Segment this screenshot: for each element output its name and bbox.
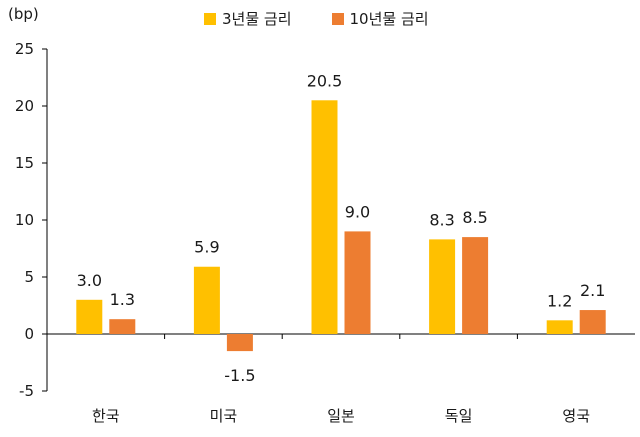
legend-item-10y: 10년물 금리 <box>331 8 429 29</box>
bar-10y <box>226 334 253 352</box>
data-label: -1.5 <box>224 366 255 385</box>
data-label: 9.0 <box>345 202 370 221</box>
data-label: 20.5 <box>307 71 343 90</box>
bar-3y <box>546 320 573 334</box>
data-label: 8.3 <box>429 210 454 229</box>
x-category-label: 한국 <box>92 407 120 425</box>
bar-3y <box>193 266 220 334</box>
bar-3y <box>429 239 456 334</box>
y-tick-label: -5 <box>19 382 34 400</box>
data-label: 3.0 <box>77 271 102 290</box>
y-tick-label: 5 <box>24 268 34 286</box>
y-tick-label: 0 <box>24 325 34 343</box>
bar-10y <box>344 231 371 334</box>
bar-3y <box>76 299 103 334</box>
data-label: 1.3 <box>110 290 135 309</box>
y-axis-unit-label: (bp) <box>8 5 39 23</box>
y-tick-label: 10 <box>15 211 34 229</box>
legend-swatch-10y <box>331 12 344 25</box>
legend-item-3y: 3년물 금리 <box>204 8 292 29</box>
legend-swatch-3y <box>204 12 216 25</box>
x-category-label: 일본 <box>327 407 355 425</box>
x-category-label: 독일 <box>445 407 473 425</box>
bar-10y <box>462 237 489 334</box>
x-category-label: 영국 <box>562 407 590 425</box>
y-tick-label: 20 <box>15 97 34 115</box>
data-label: 5.9 <box>194 238 219 257</box>
y-tick-label: 15 <box>15 154 34 172</box>
data-label: 2.1 <box>580 281 605 300</box>
legend-label-3y: 3년물 금리 <box>222 10 292 28</box>
y-tick-label: 25 <box>15 40 34 58</box>
bar-3y <box>311 100 338 334</box>
bar-10y <box>579 310 606 334</box>
x-category-label: 미국 <box>210 407 238 425</box>
bar-10y <box>109 319 136 334</box>
legend-label-10y: 10년물 금리 <box>349 10 429 28</box>
data-label: 8.5 <box>462 208 487 227</box>
data-label: 1.2 <box>547 291 572 310</box>
chart-legend: 3년물 금리 10년물 금리 <box>204 8 469 29</box>
